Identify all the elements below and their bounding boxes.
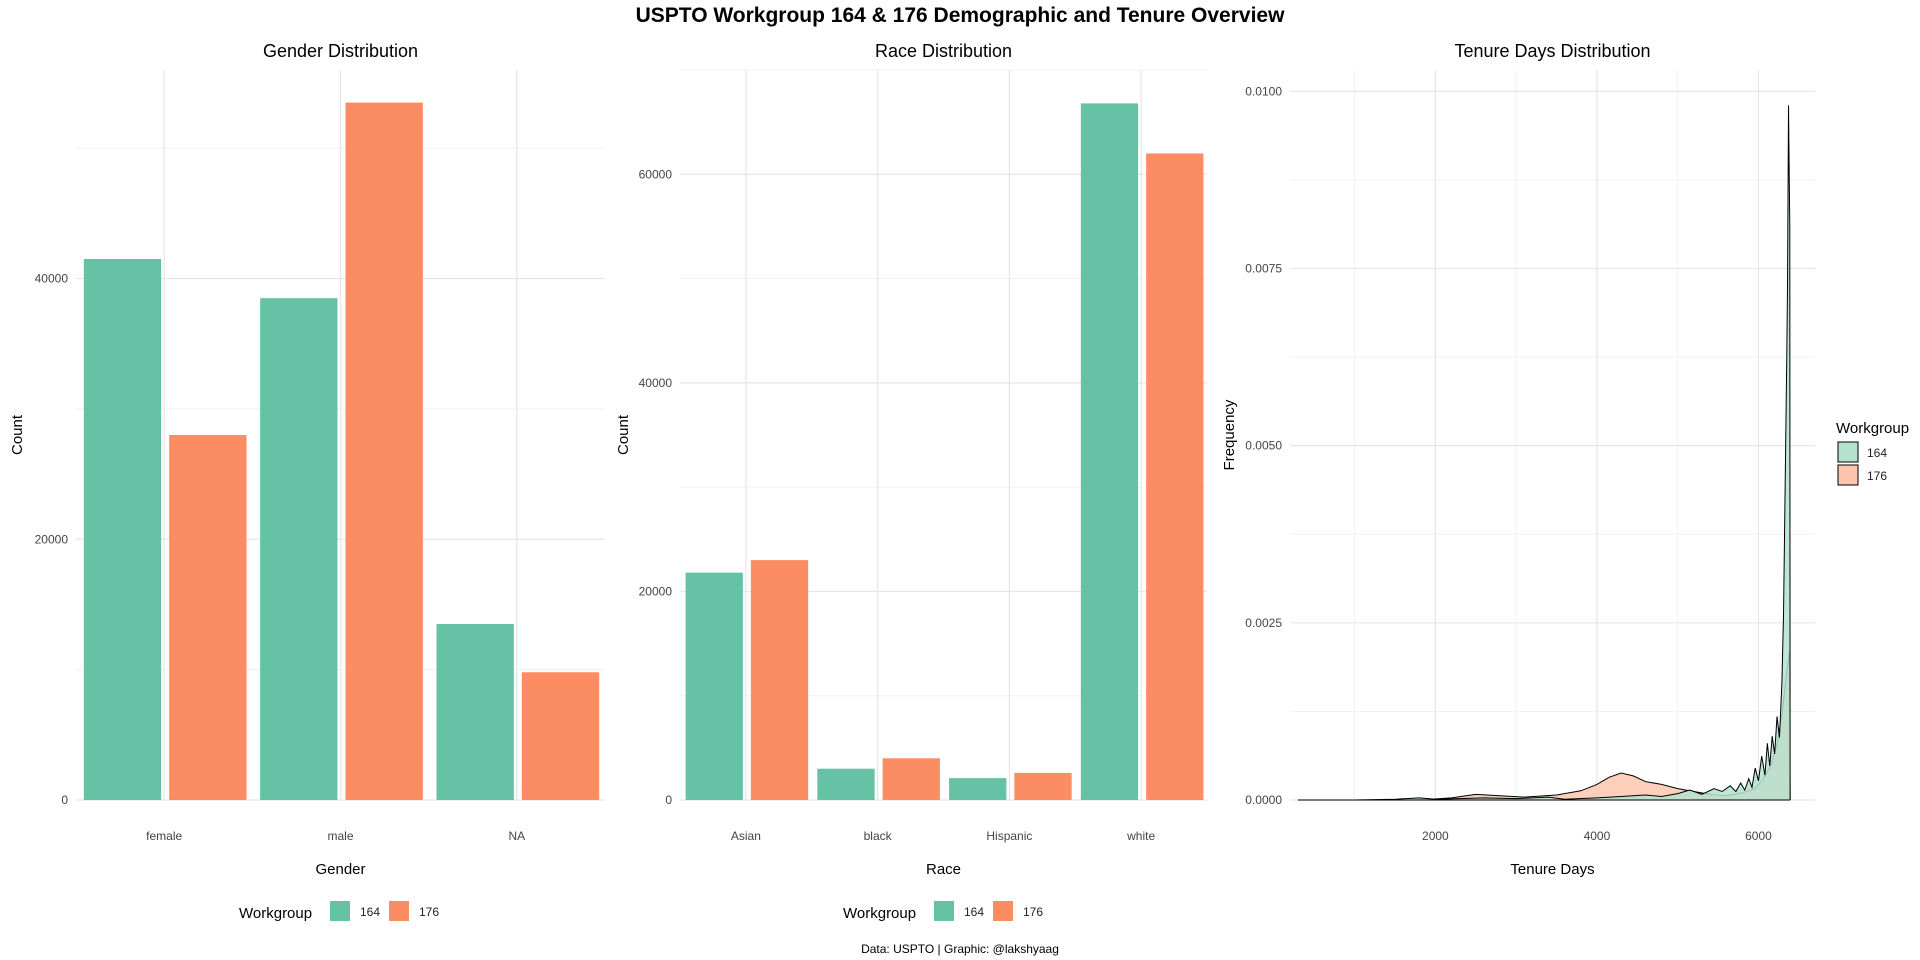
bar-164-NA (436, 624, 514, 800)
y-tick-label: 0.0000 (1245, 793, 1282, 807)
tenure-days-distribution-chart: 2000 4000 6000 0.0000 0.0025 0.0050 0.0075 0.01… (1221, 41, 1909, 878)
legend-label-176: 176 (419, 905, 439, 919)
y-tick-label: 60000 (639, 167, 673, 181)
bar-176-NA (521, 672, 600, 800)
y-axis-label: Frequency (1221, 399, 1238, 470)
legend-key-164 (330, 901, 350, 921)
bar-164-white (1080, 103, 1139, 800)
x-tick-label: NA (508, 829, 525, 843)
x-tick-label: 4000 (1584, 829, 1611, 843)
gender-distribution-chart: 0 20000 40000 female male NA Gender Distributi… (9, 41, 605, 922)
legend-label-176: 176 (1867, 469, 1887, 483)
panel-title: Race Distribution (875, 41, 1012, 61)
y-tick-label: 0 (665, 793, 672, 807)
legend: Workgroup 164 176 (843, 901, 1043, 922)
y-tick-label: 0.0075 (1245, 261, 1282, 275)
bar-164-male (260, 298, 338, 800)
legend: Workgroup 164 176 (1836, 420, 1909, 486)
bar-176-female (169, 435, 247, 800)
x-axis-label: Tenure Days (1510, 861, 1594, 878)
x-tick-label: 2000 (1422, 829, 1449, 843)
y-tick-label: 40000 (639, 376, 673, 390)
bar-164-Asian (685, 572, 743, 800)
y-tick-label: 40000 (35, 272, 69, 286)
caption: Data: USPTO | Graphic: @lakshyaag (861, 942, 1059, 956)
bar-176-white (1146, 153, 1204, 800)
bar-176-Hispanic (1014, 772, 1072, 800)
y-tick-label: 20000 (35, 532, 69, 546)
panel-title: Tenure Days Distribution (1454, 41, 1650, 61)
x-tick-label: Hispanic (986, 829, 1032, 843)
legend-label-176: 176 (1023, 905, 1043, 919)
legend-title: Workgroup (239, 905, 312, 922)
main-title: USPTO Workgroup 164 & 176 Demographic an… (635, 4, 1285, 27)
legend-title: Workgroup (843, 905, 916, 922)
legend-label-164: 164 (964, 905, 984, 919)
y-axis-label: Count (615, 414, 632, 455)
y-tick-label: 20000 (639, 584, 673, 598)
y-tick-label: 0.0050 (1245, 439, 1282, 453)
x-tick-label: female (146, 829, 182, 843)
x-tick-label: 6000 (1745, 829, 1772, 843)
panel-title: Gender Distribution (263, 41, 418, 61)
legend-key-176 (1837, 464, 1859, 486)
x-axis-label: Race (926, 861, 961, 878)
legend-key-176 (993, 901, 1013, 921)
legend: Workgroup 164 176 (239, 901, 439, 922)
bar-164-female (83, 259, 162, 801)
x-axis-label: Gender (315, 861, 365, 878)
bar-176-male (345, 102, 423, 800)
y-tick-label: 0 (61, 793, 68, 807)
legend-key-176 (389, 901, 409, 921)
density-area-176 (1298, 651, 1791, 801)
bar-176-Asian (750, 560, 809, 800)
bar-176-black (882, 758, 940, 800)
y-axis-label: Count (9, 414, 26, 455)
legend-label-164: 164 (360, 905, 380, 919)
legend-label-164: 164 (1867, 446, 1887, 460)
race-distribution-chart: 0 20000 40000 60000 Asian black Hispanic white R… (615, 41, 1207, 922)
legend-key-164 (934, 901, 954, 921)
bar-164-black (817, 768, 875, 800)
x-tick-label: male (327, 829, 353, 843)
x-tick-label: Asian (731, 829, 761, 843)
x-tick-label: black (864, 829, 893, 843)
density-area-164 (1298, 105, 1791, 801)
y-tick-label: 0.0025 (1245, 616, 1282, 630)
legend-key-164 (1837, 441, 1859, 463)
legend-title: Workgroup (1836, 420, 1909, 437)
y-tick-label: 0.0100 (1245, 84, 1282, 98)
bar-164-Hispanic (949, 778, 1007, 800)
x-tick-label: white (1126, 829, 1155, 843)
